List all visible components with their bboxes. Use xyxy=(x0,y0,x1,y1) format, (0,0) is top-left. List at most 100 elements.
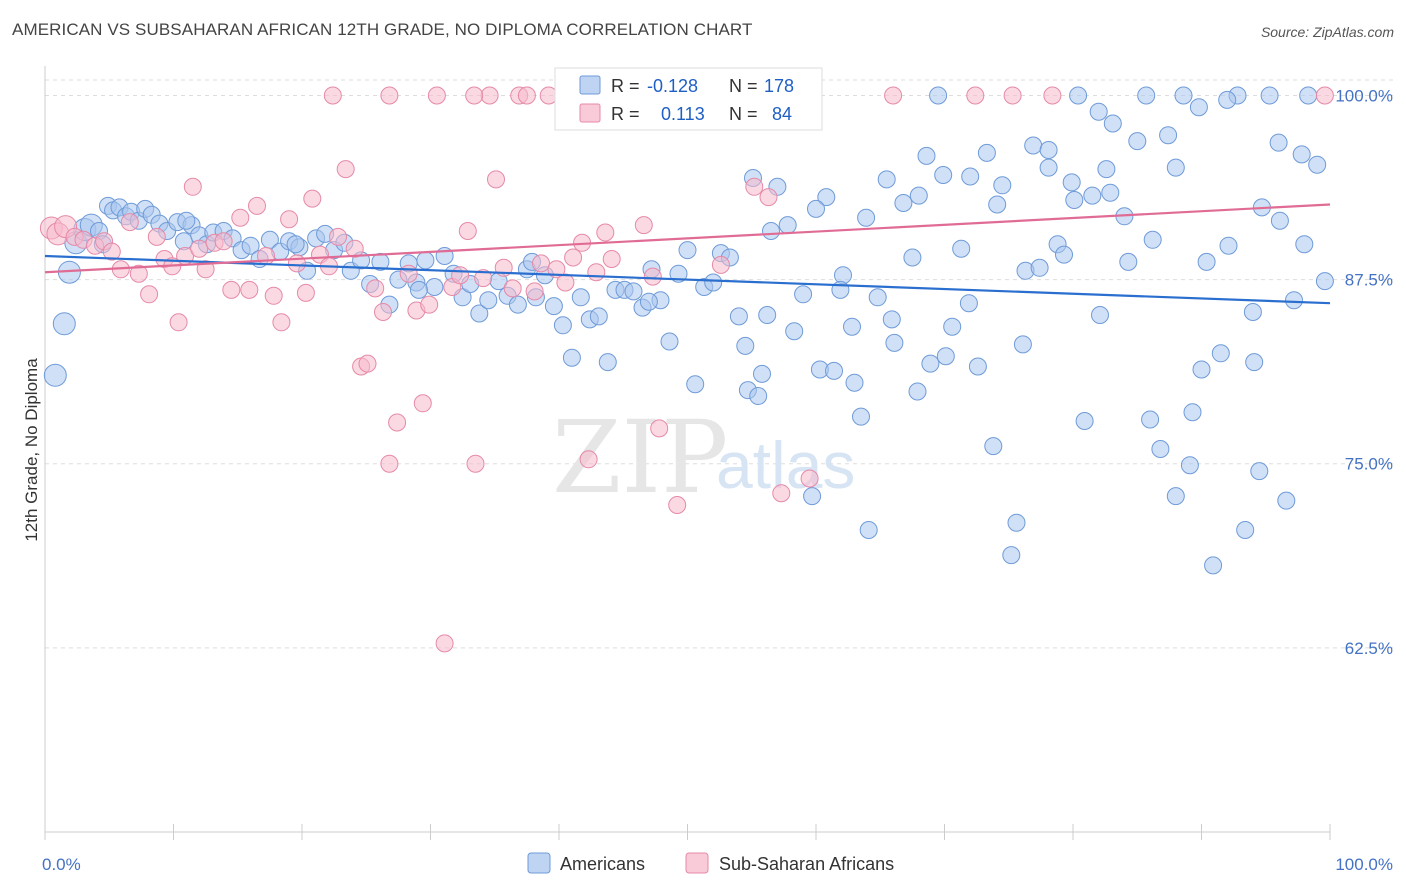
data-point xyxy=(602,250,621,268)
data-point xyxy=(1204,556,1223,575)
x-tick-label: 0.0% xyxy=(42,855,81,874)
data-point xyxy=(977,143,996,162)
data-point xyxy=(1315,86,1334,105)
data-point xyxy=(929,86,948,105)
data-point xyxy=(669,264,688,283)
data-point xyxy=(366,279,385,298)
data-point xyxy=(264,286,283,305)
data-point xyxy=(711,255,730,274)
data-point xyxy=(598,353,617,372)
data-point xyxy=(380,454,399,473)
data-point xyxy=(1166,487,1185,506)
legend-r-value-americans: -0.128 xyxy=(647,76,698,96)
data-point xyxy=(882,310,901,329)
data-point xyxy=(845,373,864,392)
data-point xyxy=(1180,456,1199,475)
data-point xyxy=(749,387,768,405)
data-point xyxy=(1315,272,1334,291)
data-point xyxy=(525,282,544,301)
y-tick-label: 75.0% xyxy=(1345,455,1393,474)
data-point xyxy=(503,279,522,298)
data-point xyxy=(966,86,985,105)
legend-n-value-subsaharan: 84 xyxy=(772,104,792,124)
data-point xyxy=(1065,191,1084,209)
legend-swatch-subsaharan xyxy=(579,103,601,123)
data-point xyxy=(885,333,904,352)
data-point xyxy=(222,280,241,299)
data-point xyxy=(686,375,705,394)
data-point xyxy=(451,266,470,285)
data-point xyxy=(917,146,936,165)
data-point xyxy=(859,521,878,539)
data-point xyxy=(762,222,780,240)
data-point xyxy=(1151,440,1170,458)
series-subsaharan-points xyxy=(39,86,1334,653)
data-point xyxy=(571,288,590,307)
data-point xyxy=(961,167,980,186)
legend-n-value-americans: 178 xyxy=(764,76,794,96)
data-point xyxy=(1218,90,1237,109)
data-point xyxy=(487,170,505,189)
data-point xyxy=(745,177,764,196)
data-point xyxy=(753,364,771,383)
data-point xyxy=(1141,410,1160,429)
data-point xyxy=(778,216,797,235)
data-point xyxy=(936,347,955,366)
data-point xyxy=(1043,86,1062,105)
series-legend-label-americans: Americans xyxy=(560,854,645,874)
data-point xyxy=(323,86,342,105)
data-point xyxy=(1189,98,1208,117)
stats-legend: R = -0.128 N = 178 R = 0.113 N = 84 xyxy=(554,67,823,131)
data-point xyxy=(857,208,876,227)
data-point xyxy=(579,450,598,469)
axes xyxy=(44,66,1331,840)
source-label: Source: ZipAtlas.com xyxy=(1260,24,1394,40)
data-point xyxy=(803,487,822,506)
data-point xyxy=(1219,236,1238,255)
data-point xyxy=(420,295,439,314)
data-point xyxy=(183,177,202,196)
data-point xyxy=(668,496,687,514)
data-point xyxy=(934,166,953,184)
trend-line-subsaharan xyxy=(44,203,1331,274)
data-point xyxy=(678,241,697,260)
data-point xyxy=(214,232,233,251)
data-point xyxy=(993,176,1012,195)
data-point xyxy=(834,266,852,285)
data-point xyxy=(1007,513,1026,532)
data-point xyxy=(380,86,399,105)
legend-r-label-subsaharan: R = xyxy=(611,104,640,124)
data-point xyxy=(1075,412,1094,430)
data-point xyxy=(272,313,291,332)
data-point xyxy=(1089,102,1108,121)
data-point xyxy=(1159,126,1178,145)
data-point xyxy=(480,86,499,105)
data-point xyxy=(1285,291,1303,310)
data-point xyxy=(943,317,962,336)
legend-n-label-americans: N = xyxy=(729,76,758,96)
data-point xyxy=(639,292,658,311)
data-point xyxy=(1002,546,1021,565)
data-point xyxy=(921,354,940,373)
data-point xyxy=(1299,86,1318,105)
series-legend-swatch-subsaharan xyxy=(685,852,709,874)
data-point xyxy=(564,248,583,267)
data-point xyxy=(280,210,299,229)
data-point xyxy=(1013,335,1032,354)
data-point xyxy=(399,264,418,283)
data-point xyxy=(1083,186,1102,205)
data-point xyxy=(336,160,355,179)
data-point xyxy=(643,267,662,286)
data-point xyxy=(1277,491,1296,510)
legend-swatch-americans xyxy=(579,75,601,95)
data-point xyxy=(544,297,563,316)
data-point xyxy=(231,208,250,227)
data-point xyxy=(988,195,1007,214)
grid-lines xyxy=(45,79,1395,649)
data-point xyxy=(190,239,209,258)
data-point xyxy=(1166,158,1185,177)
data-point xyxy=(1091,306,1109,324)
data-point xyxy=(470,304,489,323)
data-point xyxy=(1024,136,1043,155)
